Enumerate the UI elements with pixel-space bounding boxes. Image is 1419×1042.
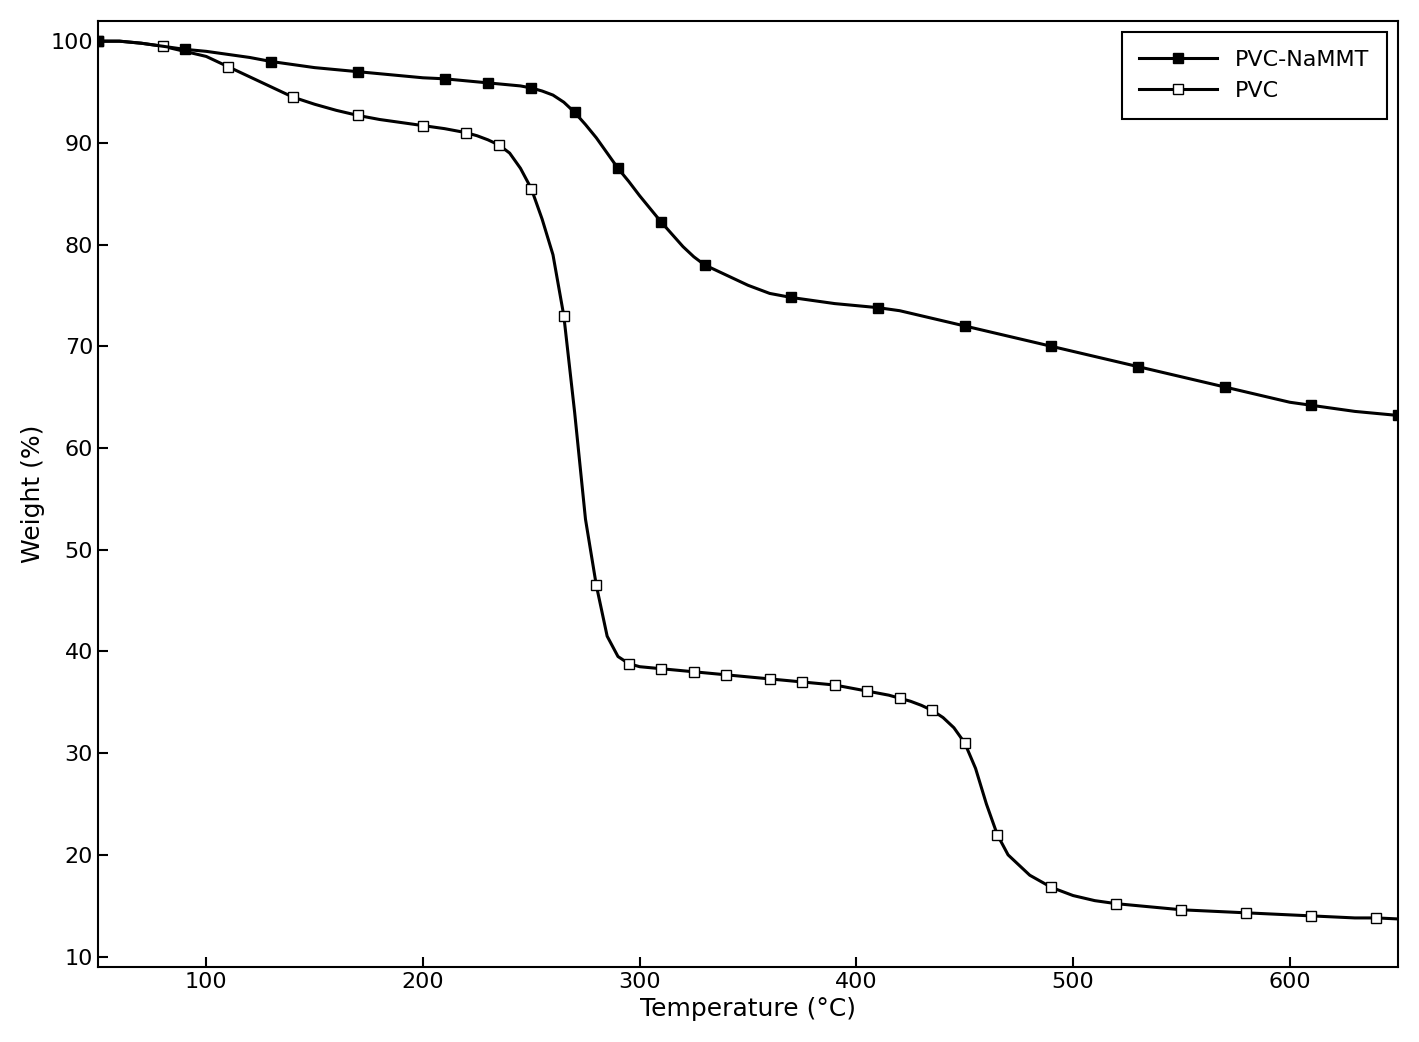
PVC — [284, 91, 301, 103]
PVC — [1108, 897, 1125, 910]
PVC — [978, 798, 995, 811]
PVC-NaMMT — [1174, 371, 1191, 383]
PVC — [1389, 913, 1406, 925]
PVC-NaMMT — [653, 216, 670, 228]
Line: PVC-NaMMT: PVC-NaMMT — [94, 36, 1402, 420]
PVC-NaMMT — [1130, 361, 1147, 373]
Legend: PVC-NaMMT, PVC: PVC-NaMMT, PVC — [1121, 32, 1386, 119]
PVC-NaMMT — [522, 81, 539, 94]
PVC — [89, 35, 106, 48]
Y-axis label: Weight (%): Weight (%) — [21, 424, 45, 563]
PVC — [707, 668, 724, 680]
PVC-NaMMT — [1389, 410, 1406, 422]
PVC-NaMMT — [436, 73, 453, 85]
PVC — [133, 36, 150, 49]
Line: PVC: PVC — [94, 36, 1402, 923]
PVC-NaMMT — [89, 35, 106, 48]
X-axis label: Temperature (°C): Temperature (°C) — [640, 997, 856, 1021]
PVC-NaMMT — [1237, 386, 1254, 398]
PVC — [176, 45, 193, 57]
